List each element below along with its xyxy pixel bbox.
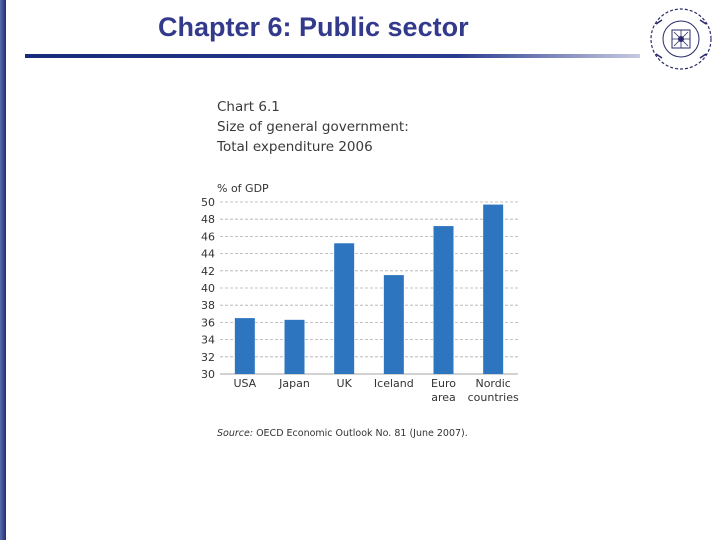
chart-heading: Chart 6.1 Size of general government: To… (217, 97, 409, 157)
y-tick-label: 40 (201, 282, 215, 295)
bar-uk (334, 243, 355, 374)
title-underline (25, 54, 640, 58)
chart-title-line-1: Size of general government: (217, 119, 409, 135)
y-tick-label: 38 (201, 299, 215, 312)
bar-iceland (383, 275, 404, 374)
y-tick-label: 30 (201, 368, 215, 381)
y-tick-label: 48 (201, 213, 215, 226)
university-seal-icon (650, 8, 712, 70)
y-tick-label: 42 (201, 265, 215, 278)
x-tick-label: Nordic (475, 377, 510, 390)
y-tick-label: 46 (201, 230, 215, 243)
bar-japan (284, 319, 305, 374)
x-tick-label: Iceland (374, 377, 414, 390)
x-tick-label: Japan (278, 377, 310, 390)
y-tick-label: 32 (201, 351, 215, 364)
bar-chart: % of GDP 30 32 34 36 38 40 42 44 46 48 50 USA Japan UK… (201, 182, 519, 404)
y-tick-label: 44 (201, 248, 215, 261)
x-tick-label: Euro (431, 377, 456, 390)
y-tick-label: 34 (201, 334, 215, 347)
x-tick-label: countries (468, 391, 519, 404)
slide-title: Chapter 6: Public sector (158, 12, 469, 42)
x-tick-label: UK (337, 377, 353, 390)
y-tick-label: 36 (201, 316, 215, 329)
source-note: Source: OECD Economic Outlook No. 81 (Ju… (217, 428, 468, 439)
source-label: Source: (217, 428, 254, 439)
y-axis-label: % of GDP (217, 182, 269, 195)
source-text: OECD Economic Outlook No. 81 (June 2007)… (256, 428, 468, 439)
x-tick-label: USA (233, 377, 256, 390)
bar-euro (433, 226, 454, 374)
y-tick-label: 50 (201, 196, 215, 209)
bar-usa (234, 318, 255, 374)
x-tick-label: area (431, 391, 456, 404)
chart-number: Chart 6.1 (217, 99, 280, 115)
left-accent-bar (0, 0, 6, 540)
chart-title-line-2: Total expenditure 2006 (217, 139, 373, 155)
bar-nordic (483, 204, 504, 374)
